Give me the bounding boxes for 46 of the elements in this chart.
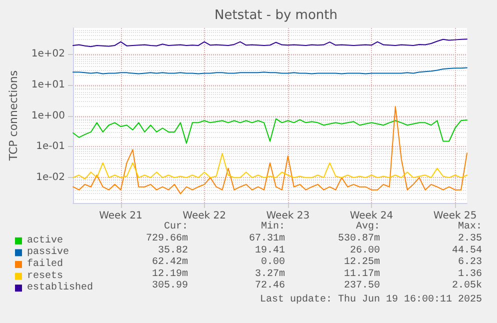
x-tick-label: Week 25 — [433, 210, 477, 222]
chart-title: Netstat - by month — [214, 8, 338, 23]
text: 1.36 — [458, 268, 482, 280]
legend-label: resets — [27, 270, 64, 282]
text: 12.25m — [344, 257, 380, 268]
legend-label: passive — [27, 246, 70, 258]
text: Cur: — [164, 222, 188, 232]
text: Max: — [458, 222, 482, 232]
line-series — [72, 67, 468, 74]
text: 2.35 — [458, 234, 482, 244]
y-tick-label: 1e+00 — [31, 110, 65, 122]
text: 729.66m — [146, 234, 188, 244]
line-series — [72, 106, 468, 194]
text: 12.19m — [152, 268, 188, 280]
line-series — [72, 38, 468, 48]
text: 44.54 — [452, 245, 482, 256]
y-tick-label: 1e+01 — [31, 79, 65, 90]
text: 530.87m — [338, 234, 380, 244]
text: 26.00 — [350, 245, 380, 256]
text: 2.05k — [452, 280, 482, 292]
x-tick-label: Week 21 — [99, 210, 142, 222]
text: 6.23 — [458, 257, 482, 268]
line-series — [72, 118, 468, 144]
text: Min: — [260, 220, 285, 232]
text: 19.41 — [254, 245, 285, 256]
text: 72.46 — [254, 280, 285, 292]
x-tick-label: Week 22 — [182, 210, 226, 222]
text: Last update: Thu Jun 19 16:00:11 2025 — [260, 294, 482, 306]
text: 35.82 — [158, 245, 188, 256]
text: 3.27m — [254, 268, 285, 280]
text: 0.00 — [260, 257, 285, 268]
x-tick-label: Week 24 — [350, 210, 394, 222]
text: 62.42m — [152, 257, 188, 268]
text: Avg: — [356, 222, 380, 232]
legend-label: failed — [27, 258, 64, 270]
x-tick-label: Week 23 — [266, 210, 310, 222]
text: 67.31m — [248, 234, 285, 244]
legend-label: active — [27, 234, 64, 246]
text: 237.50 — [344, 280, 380, 292]
y-tick-label: 1e-01 — [36, 141, 65, 152]
text: 305.99 — [152, 280, 188, 292]
y-tick-label: 1e-02 — [36, 172, 65, 184]
y-axis-title: TCP connections — [7, 70, 20, 162]
text: 11.17m — [344, 268, 380, 280]
y-tick-label: 1e+02 — [31, 48, 65, 60]
legend-label: established — [27, 282, 94, 294]
